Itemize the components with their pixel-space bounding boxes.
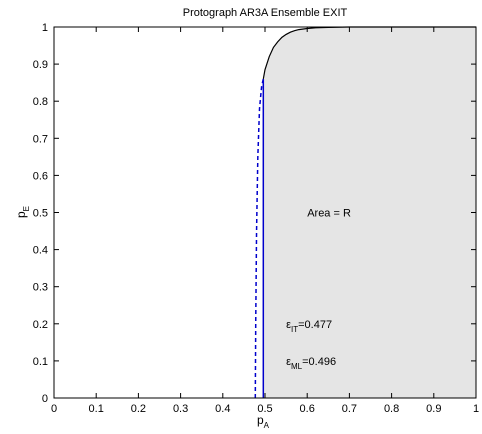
annotation-subscript: IT bbox=[291, 325, 298, 334]
y-tick-label: 0.6 bbox=[33, 170, 48, 182]
x-tick-label: 0.3 bbox=[173, 403, 188, 415]
chart-title: Protograph AR3A Ensemble EXIT bbox=[183, 7, 348, 19]
y-tick-label: 1 bbox=[42, 22, 48, 34]
annotation-symbol: ε bbox=[286, 319, 291, 331]
annotation-0: Area = R bbox=[307, 208, 351, 220]
annotation-symbol: ε bbox=[286, 356, 291, 368]
y-axis-label-sub: E bbox=[22, 206, 31, 211]
y-tick-label: 0.1 bbox=[33, 356, 48, 368]
y-tick-label: 0.7 bbox=[33, 133, 48, 145]
x-tick-label: 0.4 bbox=[215, 403, 230, 415]
x-tick-label: 0.2 bbox=[131, 403, 146, 415]
ticks-layer: 0 0.1 0.2 0.3 0.4 0.5 0.6 0.7 0.8 0.9 1 0 0.1 0.2 0.3 0… bbox=[33, 22, 479, 415]
series-dashed-blue bbox=[254, 78, 265, 399]
y-tick-label: 0.8 bbox=[33, 96, 48, 108]
x-tick-label: 0.1 bbox=[89, 403, 104, 415]
plot-area: 0 0.1 0.2 0.3 0.4 0.5 0.6 0.7 0.8 0.9 1 0 0.1 0.2 0.3 0… bbox=[33, 22, 479, 415]
x-axis-label-main: p bbox=[257, 413, 264, 427]
y-tick-label: 0.3 bbox=[33, 282, 48, 294]
annotation-2: εML=0.496 bbox=[286, 356, 336, 371]
y-tick-label: 0.9 bbox=[33, 59, 48, 71]
y-axis-label-main: p bbox=[14, 211, 28, 218]
x-tick-label: 0 bbox=[51, 403, 57, 415]
x-tick-label: 0.9 bbox=[426, 403, 441, 415]
svg-text:pE: pE bbox=[14, 206, 31, 218]
y-tick-label: 0.2 bbox=[33, 319, 48, 331]
y-axis-label: pE bbox=[14, 206, 31, 218]
y-tick-label: 0 bbox=[42, 393, 48, 405]
annotation-value: =0.496 bbox=[302, 356, 336, 368]
annotation-1: εIT=0.477 bbox=[286, 319, 332, 334]
annotation-value: =0.477 bbox=[298, 319, 332, 331]
x-axis-label: pA bbox=[257, 413, 270, 430]
shaded-area-region bbox=[263, 27, 476, 398]
x-tick-label: 0.5 bbox=[257, 403, 272, 415]
x-tick-label: 1 bbox=[473, 403, 479, 415]
x-tick-label: 0.8 bbox=[384, 403, 399, 415]
y-tick-label: 0.4 bbox=[33, 245, 48, 257]
annotation-subscript: ML bbox=[291, 362, 303, 371]
x-tick-label: 0.7 bbox=[342, 403, 357, 415]
x-axis-label-sub: A bbox=[264, 421, 270, 430]
x-tick-label: 0.6 bbox=[300, 403, 315, 415]
y-tick-label: 0.5 bbox=[33, 208, 48, 220]
svg-text:pA: pA bbox=[257, 413, 270, 430]
